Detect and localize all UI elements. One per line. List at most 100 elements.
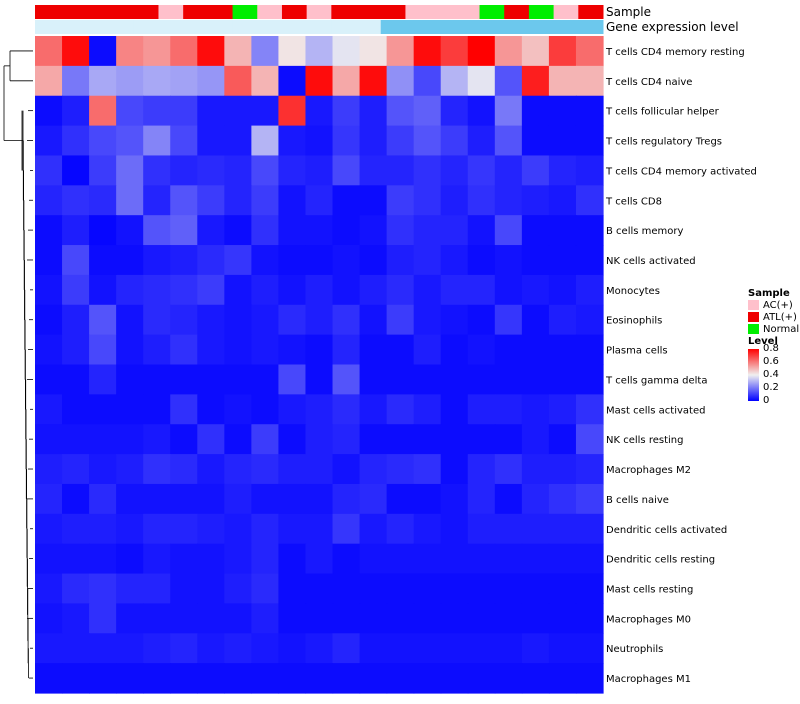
heatmap-cell <box>35 274 63 306</box>
heatmap-cell <box>143 364 171 395</box>
heatmap-cell <box>440 663 469 694</box>
heatmap-cell <box>494 513 523 545</box>
heatmap-cell <box>548 394 577 425</box>
heatmap-cell <box>170 304 198 336</box>
heatmap-cell <box>278 543 307 575</box>
heatmap-cell <box>521 603 550 634</box>
heatmap-cell <box>224 633 252 664</box>
heatmap-cell <box>575 543 604 575</box>
heatmap-cell <box>35 304 63 336</box>
heatmap-cell <box>467 215 496 246</box>
sample-annotation-cell <box>454 5 481 19</box>
heatmap-cell <box>305 155 334 186</box>
heatmap-cell <box>62 663 90 694</box>
heatmap-cell <box>494 155 523 186</box>
heatmap-cell <box>548 513 577 545</box>
heatmap-cell <box>413 125 442 157</box>
heatmap-cell <box>170 573 198 605</box>
heatmap-cell <box>170 364 198 395</box>
heatmap-cell <box>548 36 577 67</box>
row-label: Mast cells activated <box>606 405 705 416</box>
heatmap-cell <box>170 125 198 157</box>
heatmap-cell <box>548 334 577 366</box>
heatmap-cell <box>332 274 361 306</box>
heatmap-cell <box>62 394 90 425</box>
heatmap-cell <box>89 513 117 545</box>
heatmap-cell <box>548 65 577 97</box>
row-label: Mast cells resting <box>606 584 693 595</box>
heatmap-cell <box>143 483 171 515</box>
heatmap-cell <box>305 454 334 485</box>
heatmap-cell <box>440 36 469 67</box>
heatmap-cell <box>278 65 307 97</box>
heatmap-cell <box>413 633 442 664</box>
heatmap-cell <box>224 543 252 575</box>
heatmap-cell <box>548 543 577 575</box>
heatmap-cell <box>251 394 280 425</box>
heatmap-cell <box>89 603 117 634</box>
heatmap-cell <box>332 573 361 605</box>
heatmap-cell <box>116 513 144 545</box>
heatmap-cell <box>413 155 442 186</box>
heatmap-cell <box>548 424 577 455</box>
heatmap-cell <box>35 424 63 455</box>
heatmap-cell <box>251 334 280 366</box>
row-label: Macrophages M0 <box>606 614 691 625</box>
heatmap-cell <box>386 125 415 157</box>
heatmap-cell <box>548 304 577 336</box>
heatmap-cell <box>224 65 252 97</box>
heatmap-cell <box>413 65 442 97</box>
heatmap-cell <box>278 633 307 664</box>
heatmap-cell <box>62 633 90 664</box>
expression-annotation-cell <box>35 20 61 34</box>
heatmap-cell <box>89 543 117 575</box>
heatmap-cell <box>35 483 63 515</box>
heatmap-cell <box>359 454 388 485</box>
row-label: Monocytes <box>606 286 660 297</box>
heatmap-cell <box>413 334 442 366</box>
heatmap-cell <box>251 454 280 485</box>
heatmap-cell <box>197 394 225 425</box>
row-label: Eosinophils <box>606 316 662 327</box>
heatmap-cell <box>494 215 523 246</box>
legend-sample-normal: Normal <box>748 323 799 335</box>
heatmap-cell <box>467 663 496 694</box>
sample-annotation-cell <box>84 5 110 19</box>
heatmap-cell <box>413 304 442 336</box>
heatmap-cell <box>170 334 198 366</box>
heatmap-cell <box>359 95 388 127</box>
heatmap-cell <box>548 95 577 127</box>
heatmap-cell <box>575 155 604 186</box>
heatmap-cell <box>332 394 361 425</box>
legend-tick-3: 0.2 <box>763 382 779 393</box>
sample-annotation-cell <box>109 5 135 19</box>
heatmap-cell <box>548 454 577 485</box>
heatmap-cell <box>413 483 442 515</box>
heatmap-cell <box>359 274 388 306</box>
heatmap-cell <box>62 245 90 276</box>
heatmap-cell <box>278 125 307 157</box>
heatmap-cell <box>170 65 198 97</box>
heatmap-cell <box>170 424 198 455</box>
heatmap-cell <box>35 125 63 157</box>
heatmap-cell <box>89 36 117 67</box>
heatmap-cell <box>467 633 496 664</box>
heatmap-cell <box>386 274 415 306</box>
heatmap-cell <box>170 215 198 246</box>
heatmap-cell <box>89 483 117 515</box>
heatmap-cell <box>224 663 252 694</box>
heatmap-cell <box>116 573 144 605</box>
expression-annotation-cell <box>59 20 85 34</box>
heatmap-cell <box>332 215 361 246</box>
heatmap-cell <box>332 185 361 216</box>
expression-annotation-cell <box>479 20 505 34</box>
heatmap-cell <box>467 334 496 366</box>
heatmap-cell <box>89 65 117 97</box>
heatmap-cell <box>197 543 225 575</box>
sample-annotation-cell <box>281 5 308 19</box>
heatmap-cell <box>170 95 198 127</box>
heatmap-cell <box>332 483 361 515</box>
heatmap-cell <box>305 185 334 216</box>
heatmap-cell <box>332 125 361 157</box>
heatmap-cell <box>386 185 415 216</box>
